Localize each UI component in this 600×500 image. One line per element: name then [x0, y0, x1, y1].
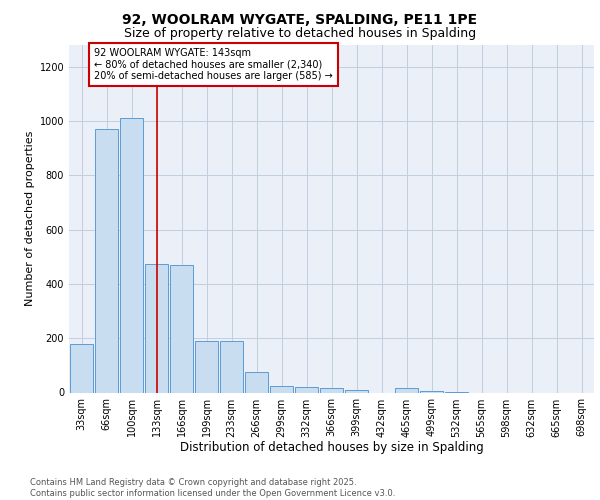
Bar: [145, 264, 169, 392]
Bar: [95, 129, 118, 392]
Text: Contains HM Land Registry data © Crown copyright and database right 2025.
Contai: Contains HM Land Registry data © Crown c…: [30, 478, 395, 498]
Y-axis label: Number of detached properties: Number of detached properties: [25, 131, 35, 306]
Text: Size of property relative to detached houses in Spalding: Size of property relative to detached ho…: [124, 28, 476, 40]
Text: 92 WOOLRAM WYGATE: 143sqm
← 80% of detached houses are smaller (2,340)
20% of se: 92 WOOLRAM WYGATE: 143sqm ← 80% of detac…: [94, 48, 333, 81]
Bar: [70, 344, 94, 392]
Bar: [269, 386, 293, 392]
Bar: [344, 390, 368, 392]
Bar: [194, 341, 218, 392]
Bar: [419, 391, 443, 392]
Bar: [220, 341, 244, 392]
X-axis label: Distribution of detached houses by size in Spalding: Distribution of detached houses by size …: [179, 441, 484, 454]
Bar: [170, 265, 193, 392]
Bar: [295, 387, 319, 392]
Bar: [395, 388, 418, 392]
Bar: [245, 372, 268, 392]
Bar: [320, 388, 343, 392]
Bar: [119, 118, 143, 392]
Text: 92, WOOLRAM WYGATE, SPALDING, PE11 1PE: 92, WOOLRAM WYGATE, SPALDING, PE11 1PE: [122, 12, 478, 26]
